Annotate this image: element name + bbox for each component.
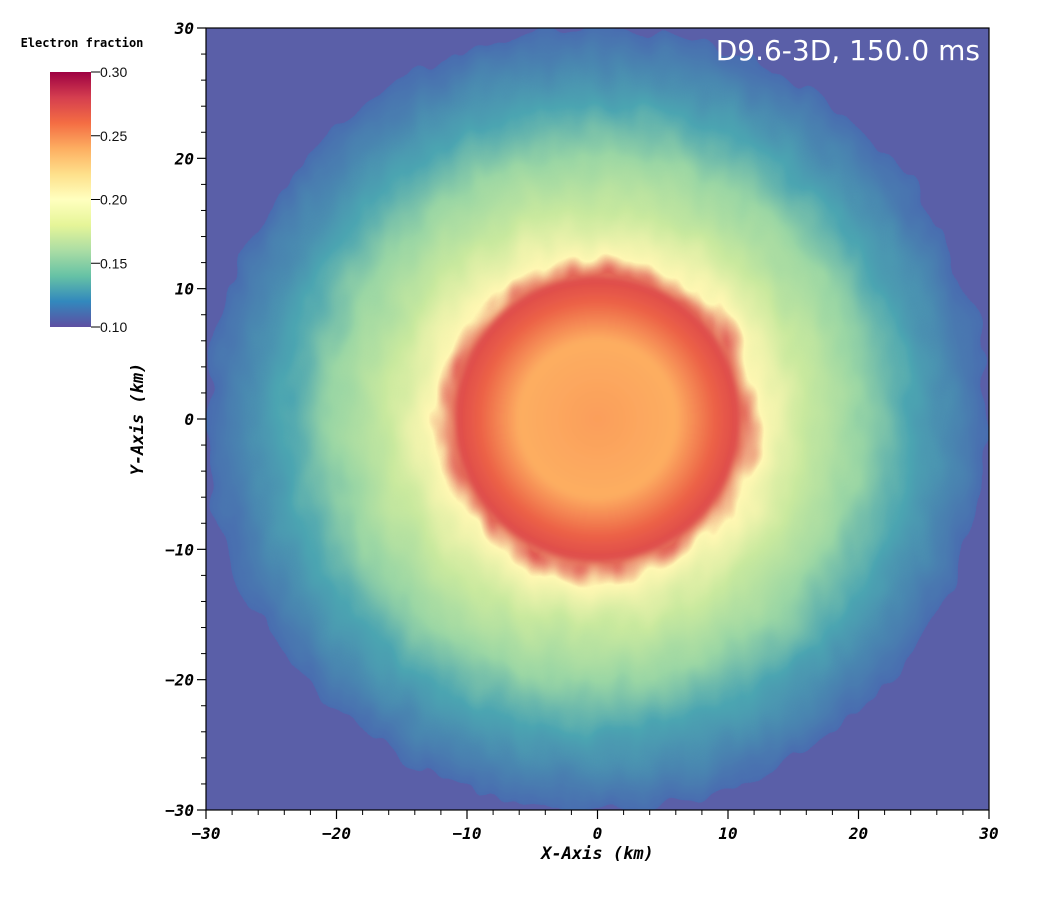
y-tick-label: 0 xyxy=(184,410,194,429)
y-axis-title: Y-Axis (km) xyxy=(128,363,148,476)
y-tick-label: 20 xyxy=(174,149,194,168)
colorbar-ticks: 0.30 0.25 0.20 0.15 0.10 xyxy=(91,64,127,335)
x-tick-label: 0 xyxy=(593,824,603,843)
heatmap-field xyxy=(206,28,989,810)
colorbar-tick-label: 0.25 xyxy=(100,128,127,144)
y-tick-label: −10 xyxy=(165,540,194,559)
colorbar-title: Electron fraction xyxy=(21,36,144,50)
core-region xyxy=(447,268,748,570)
colorbar-tick-label: 0.30 xyxy=(100,64,127,80)
colorbar-gradient xyxy=(50,72,91,327)
x-tick-label: −10 xyxy=(453,824,482,843)
y-tick-label: 30 xyxy=(174,19,194,38)
colorbar-tick-label: 0.15 xyxy=(100,255,127,271)
colorbar-tick-label: 0.10 xyxy=(100,319,127,335)
y-tick-label: −20 xyxy=(165,671,194,690)
x-tick-label: −30 xyxy=(192,824,221,843)
x-tick-label: 10 xyxy=(718,824,737,843)
x-axis-title: X-Axis (km) xyxy=(539,844,654,864)
x-tick-label: 30 xyxy=(978,824,998,843)
x-tick-label: −20 xyxy=(322,824,351,843)
x-tick-label: 20 xyxy=(848,824,868,843)
y-tick-label: 10 xyxy=(175,280,194,299)
axes: −30 −20 −10 0 10 20 30 −30 −20 −10 0 10 20 30 xyxy=(165,19,999,843)
colorbar-tick-label: 0.20 xyxy=(100,192,127,208)
plot-annotation: D9.6-3D, 150.0 ms xyxy=(716,34,980,67)
y-tick-label: −30 xyxy=(165,801,194,820)
colorbar: Electron fraction 0.30 0.25 0.20 0.15 0.10 xyxy=(21,36,144,335)
